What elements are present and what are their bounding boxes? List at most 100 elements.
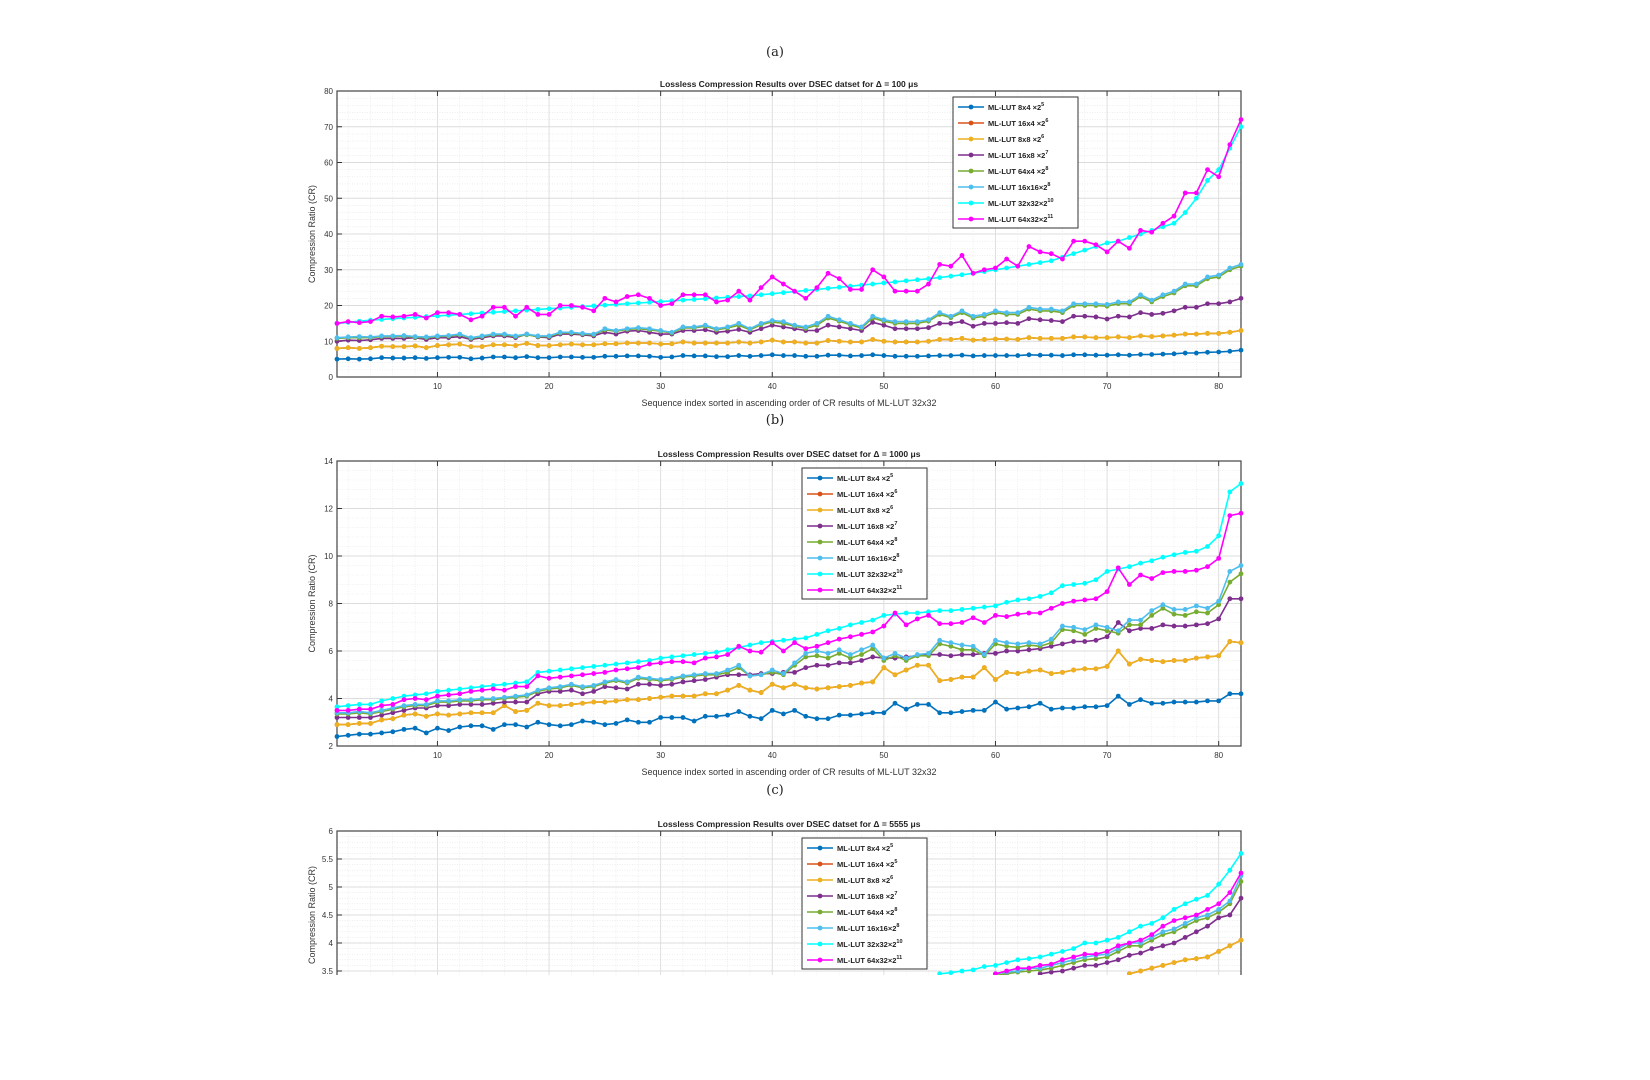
y-tick-label: 12 bbox=[324, 505, 333, 514]
data-point bbox=[736, 288, 742, 294]
legend-label: ML-LUT 32x32×210 bbox=[988, 198, 1054, 208]
data-point bbox=[412, 711, 418, 717]
x-tick-label: 80 bbox=[1214, 751, 1223, 760]
data-point bbox=[836, 626, 842, 631]
data-point bbox=[937, 637, 943, 643]
data-point bbox=[1138, 950, 1143, 956]
data-point bbox=[624, 679, 630, 685]
panel-label-c: (c) bbox=[766, 783, 784, 798]
y-tick-label: 50 bbox=[324, 194, 333, 203]
data-point bbox=[702, 671, 708, 676]
data-point bbox=[401, 726, 407, 732]
data-point bbox=[747, 297, 753, 303]
data-point bbox=[468, 335, 474, 341]
data-point bbox=[881, 655, 887, 661]
data-point bbox=[926, 662, 931, 668]
legend-label: ML-LUT 16x4 ×26 bbox=[837, 489, 897, 499]
data-point bbox=[401, 344, 407, 350]
data-point bbox=[1093, 622, 1099, 628]
data-point bbox=[435, 698, 440, 704]
data-point bbox=[903, 326, 909, 332]
data-point bbox=[356, 706, 362, 712]
data-point bbox=[937, 621, 943, 627]
data-point bbox=[870, 281, 876, 287]
data-point bbox=[557, 684, 563, 690]
data-point bbox=[1205, 907, 1210, 912]
data-point bbox=[368, 319, 373, 324]
data-point bbox=[546, 343, 552, 348]
data-point bbox=[435, 688, 440, 694]
legend-item: ML-LUT 32x32×210 bbox=[958, 198, 1054, 208]
data-point bbox=[814, 653, 820, 659]
data-point bbox=[1216, 901, 1222, 907]
data-point bbox=[334, 734, 340, 739]
data-point bbox=[803, 295, 809, 301]
data-point bbox=[1048, 306, 1054, 312]
data-point bbox=[1205, 564, 1210, 570]
data-point bbox=[714, 326, 719, 332]
data-point bbox=[1026, 352, 1032, 358]
data-point bbox=[647, 326, 652, 332]
data-point bbox=[647, 340, 652, 346]
series-line bbox=[336, 482, 1242, 708]
data-point bbox=[1071, 313, 1076, 319]
series-6 bbox=[937, 851, 1244, 975]
legend-exponent: 11 bbox=[896, 585, 902, 591]
data-point bbox=[680, 297, 686, 303]
data-point bbox=[725, 667, 731, 673]
data-point bbox=[1193, 331, 1199, 337]
data-point bbox=[591, 664, 597, 669]
data-point bbox=[1216, 915, 1222, 921]
data-point bbox=[524, 304, 530, 310]
data-point bbox=[435, 725, 440, 731]
data-point bbox=[1227, 348, 1233, 354]
data-point bbox=[1205, 954, 1210, 960]
legend-label: ML-LUT 16x16×28 bbox=[837, 923, 899, 933]
data-point bbox=[1160, 351, 1166, 357]
data-point bbox=[1071, 334, 1076, 340]
data-point bbox=[1227, 569, 1233, 574]
data-point bbox=[825, 352, 831, 358]
data-point bbox=[602, 295, 608, 301]
legend-exponent: 6 bbox=[890, 875, 893, 881]
data-point bbox=[658, 677, 664, 682]
data-point bbox=[847, 655, 853, 661]
data-point bbox=[502, 309, 507, 314]
data-point bbox=[680, 679, 686, 685]
data-point bbox=[714, 295, 719, 301]
data-point bbox=[658, 299, 664, 304]
data-point bbox=[479, 344, 485, 350]
data-point bbox=[870, 337, 876, 342]
data-point bbox=[1160, 700, 1166, 706]
data-point bbox=[647, 681, 652, 687]
x-tick-label: 30 bbox=[656, 751, 665, 760]
data-point bbox=[368, 702, 373, 707]
data-point bbox=[725, 297, 731, 303]
data-point bbox=[903, 319, 909, 324]
data-point bbox=[368, 710, 373, 716]
data-point bbox=[859, 631, 864, 637]
data-point bbox=[1093, 596, 1099, 602]
legend-exponent: 8 bbox=[894, 537, 897, 543]
y-tick-label: 40 bbox=[324, 230, 333, 239]
data-point bbox=[714, 354, 719, 360]
data-point bbox=[1227, 943, 1233, 949]
data-point bbox=[613, 698, 619, 704]
data-point bbox=[479, 687, 485, 693]
data-point bbox=[1015, 705, 1021, 711]
data-point bbox=[903, 339, 909, 345]
data-point bbox=[1004, 640, 1010, 646]
data-point bbox=[602, 669, 608, 675]
data-point bbox=[513, 355, 518, 361]
data-point bbox=[1227, 142, 1233, 148]
legend-exponent: 7 bbox=[1045, 150, 1048, 156]
legend-item: ML-LUT 16x8 ×27 bbox=[807, 891, 897, 901]
legend-marker bbox=[968, 104, 974, 110]
data-point bbox=[970, 615, 976, 621]
legend-marker bbox=[817, 845, 823, 851]
data-point bbox=[993, 603, 998, 609]
data-point bbox=[803, 353, 809, 359]
legend-marker bbox=[817, 571, 823, 577]
data-point bbox=[557, 688, 563, 694]
data-point bbox=[423, 697, 429, 703]
